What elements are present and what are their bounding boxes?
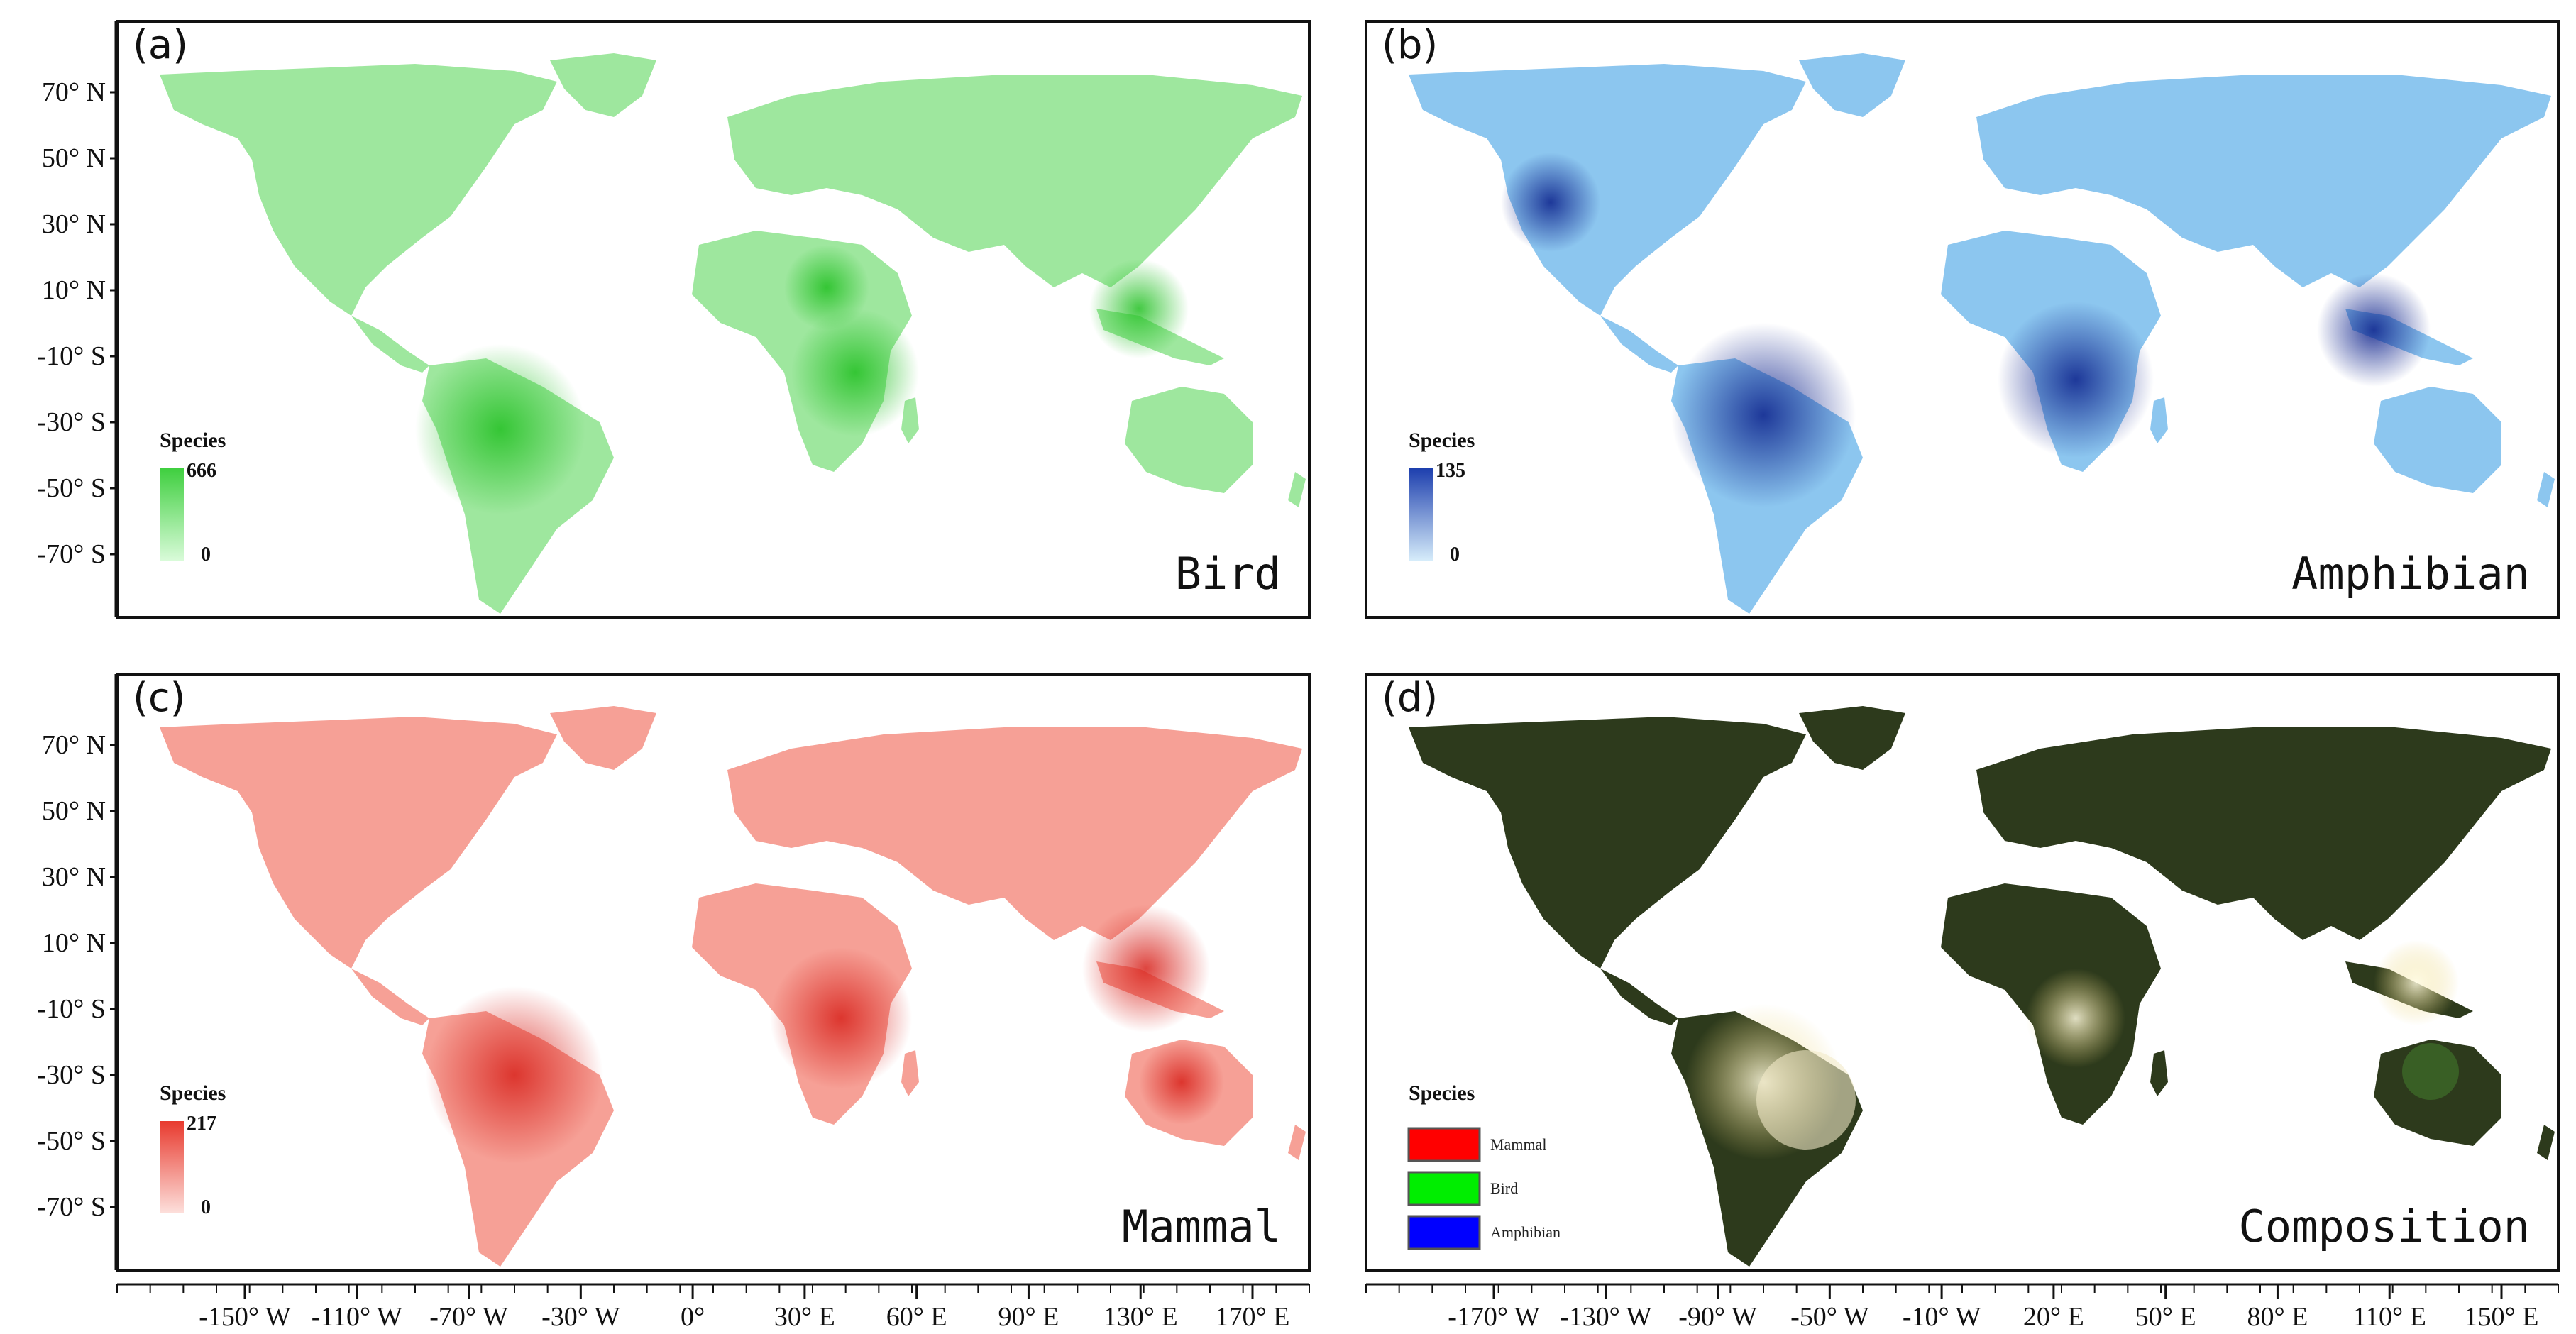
richness-hotspot-4 xyxy=(784,245,869,330)
legend-max: 217 xyxy=(187,1113,216,1135)
lon-tick-label: 90° E xyxy=(998,1302,1059,1332)
legend-item: Amphibian xyxy=(1407,1215,1561,1250)
richness-hotspot-2 xyxy=(770,947,912,1089)
legend-min: 0 xyxy=(201,544,211,566)
legend-item-label: Mammal xyxy=(1490,1135,1546,1153)
legend-title: Species xyxy=(160,429,226,452)
richness-hotspot-1 xyxy=(426,986,603,1164)
panel-name: Bird xyxy=(1175,548,1281,600)
lon-tick-label: 80° E xyxy=(2247,1302,2308,1332)
panel-letter: (a) xyxy=(133,22,188,68)
legend-max: 135 xyxy=(1436,460,1465,482)
richness-hotspot-3 xyxy=(1082,905,1210,1032)
lon-tick-label: -70° W xyxy=(429,1302,508,1332)
lon-tick-label: -50° W xyxy=(1790,1302,1869,1332)
lon-tick-label: -90° W xyxy=(1678,1302,1757,1332)
map-panel-c: (c) Mammal Species 217 0 70° N 50° N 30° N 10° N… xyxy=(38,673,1311,1272)
panel-name: Amphibian xyxy=(2291,548,2530,600)
lat-tick-label: 50° N xyxy=(42,143,106,173)
legend-item-label: Amphibian xyxy=(1490,1223,1561,1241)
lon-tick-label: 170° E xyxy=(1216,1302,1290,1332)
legend-item-label: Bird xyxy=(1490,1179,1518,1197)
lon-tick-label: 30° E xyxy=(774,1302,835,1332)
map-panel-d: (d) Composition Species Mammal Bird Amphibian xyxy=(1365,673,2560,1272)
richness-hotspot-3 xyxy=(1089,259,1189,358)
legend: Species 217 0 xyxy=(160,1081,226,1218)
composition-blend-patch xyxy=(1756,1050,1856,1150)
lon-tick-label: -150° W xyxy=(199,1302,291,1332)
map-panel-a: (a) Bird Species 666 0 70° N 50° N 30° N 10° N -1… xyxy=(38,20,1311,619)
richness-hotspot-2 xyxy=(791,309,919,436)
richness-hotspot-1 xyxy=(1671,323,1856,507)
lat-tick-label: 70° N xyxy=(42,77,106,107)
panels-layer: (a) Bird Species 666 0 70° N 50° N 30° N 10° N -1… xyxy=(38,20,2560,1332)
panel-letter: (c) xyxy=(133,675,185,721)
richness-hotspot-3 xyxy=(2317,273,2431,387)
legend: Species 666 0 xyxy=(160,429,226,566)
lon-tick-label: -10° W xyxy=(1903,1302,1981,1332)
richness-hotspot-2 xyxy=(2026,969,2125,1068)
lon-tick-label: 130° E xyxy=(1103,1302,1178,1332)
lat-tick-label: -10° S xyxy=(38,994,106,1024)
lat-tick-label: -50° S xyxy=(38,473,106,503)
lon-tick-label: -30° W xyxy=(541,1302,620,1332)
lat-tick-label: -70° S xyxy=(38,539,106,569)
legend-color-ramp xyxy=(1409,468,1433,561)
legend-min: 0 xyxy=(1450,544,1460,566)
legend: Species 135 0 xyxy=(1409,429,1475,566)
lon-tick-label: -170° W xyxy=(1448,1302,1540,1332)
map-panel-b: (b) Amphibian Species 135 0 xyxy=(1365,20,2560,619)
panel-name: Composition xyxy=(2238,1201,2530,1252)
legend-title: Species xyxy=(1409,429,1475,452)
richness-hotspot-4 xyxy=(1139,1040,1224,1125)
composition-blend-patch xyxy=(2402,1043,2459,1100)
richness-hotspot-2 xyxy=(1998,302,2154,458)
lon-tick-label: 20° E xyxy=(2023,1302,2084,1332)
legend-title: Species xyxy=(160,1081,226,1105)
lon-tick-label: 150° E xyxy=(2465,1302,2539,1332)
legend-title: Species xyxy=(1409,1081,1475,1105)
legend-color-ramp xyxy=(160,468,184,561)
lat-tick-label: -70° S xyxy=(38,1192,106,1222)
legend-color-ramp xyxy=(160,1121,184,1213)
panel-letter: (d) xyxy=(1382,675,1438,721)
lat-tick-label: 30° N xyxy=(42,209,106,239)
lon-axis-right: -170° W -130° W -90° W -50° W -10° W 20° E 50°… xyxy=(1365,1283,2559,1332)
lon-tick-label: 110° E xyxy=(2352,1302,2426,1332)
lon-tick-label: -110° W xyxy=(312,1302,402,1332)
lat-tick-label: -50° S xyxy=(38,1126,106,1156)
legend-min: 0 xyxy=(201,1196,211,1218)
lat-tick-label: 70° N xyxy=(42,730,106,760)
legend-item: Mammal xyxy=(1407,1127,1546,1162)
lon-tick-label: 60° E xyxy=(886,1302,947,1332)
lat-tick-label: -30° S xyxy=(38,407,106,437)
richness-hotspot-3 xyxy=(2374,940,2459,1025)
panel-letter: (b) xyxy=(1382,22,1438,68)
richness-hotspot-1 xyxy=(415,344,585,514)
legend-swatch xyxy=(1407,1171,1481,1206)
legend: Species Mammal Bird Amphibian xyxy=(1407,1081,1561,1250)
lon-tick-label: -130° W xyxy=(1560,1302,1652,1332)
lat-tick-label: 50° N xyxy=(42,796,106,826)
lat-tick-label: -10° S xyxy=(38,341,106,371)
panel-name: Mammal xyxy=(1122,1201,1281,1252)
legend-swatch xyxy=(1407,1215,1481,1250)
lat-tick-label: 10° N xyxy=(42,928,106,958)
lat-tick-label: 30° N xyxy=(42,862,106,892)
richness-hotspot-4 xyxy=(1501,153,1600,252)
lon-tick-label: 0° xyxy=(681,1302,705,1332)
legend-swatch xyxy=(1407,1127,1481,1162)
lat-tick-label: 10° N xyxy=(42,275,106,305)
lon-axis-left: -150° W -110° W -70° W -30° W 0° 30° E 60° E 90… xyxy=(116,1283,1310,1332)
lon-tick-label: 50° E xyxy=(2135,1302,2196,1332)
legend-max: 666 xyxy=(187,460,216,482)
legend-item: Bird xyxy=(1407,1171,1518,1206)
lat-tick-label: -30° S xyxy=(38,1060,106,1090)
